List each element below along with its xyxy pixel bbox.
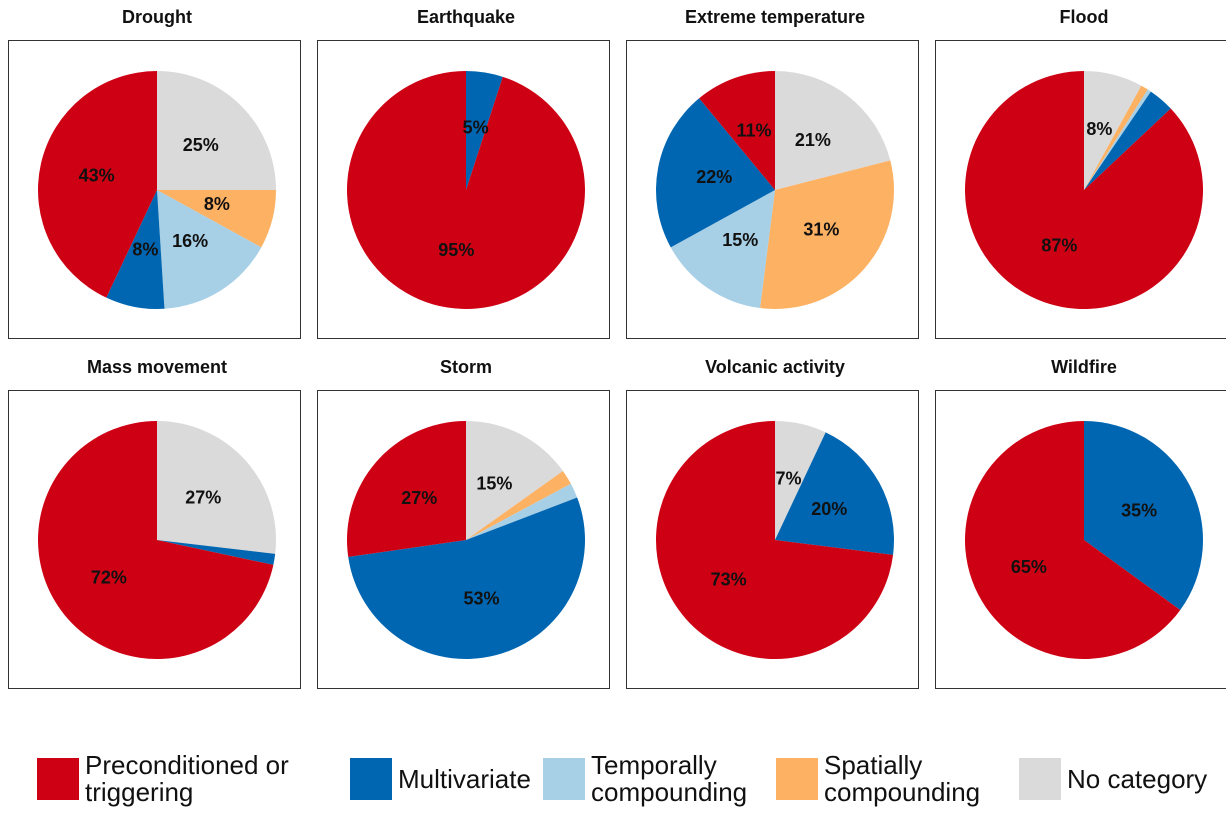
- legend-item: No category: [1019, 748, 1207, 810]
- pie-slice: [1084, 89, 1151, 190]
- legend-label: No category: [1067, 763, 1208, 794]
- data-label: 16%: [172, 231, 208, 251]
- panel-title: Wildfire: [1051, 357, 1117, 377]
- data-label: 5%: [463, 118, 489, 138]
- pie-slice: [760, 160, 895, 309]
- pie-slice: [1084, 91, 1171, 190]
- panel-frame: [935, 40, 1226, 339]
- legend-item: Preconditioned or triggering: [37, 748, 325, 810]
- pie-slice: [466, 421, 563, 540]
- data-label: 11%: [737, 121, 772, 141]
- data-label: 8%: [132, 240, 158, 260]
- legend-label: Temporally compounding: [591, 750, 748, 807]
- panel-title: Earthquake: [417, 7, 515, 27]
- pie-slice: [775, 71, 891, 190]
- pie-slice: [466, 71, 503, 190]
- legend-label: Multivariate: [398, 763, 531, 794]
- legend-label: Preconditioned or triggering: [85, 750, 289, 807]
- data-label: 15%: [476, 474, 512, 494]
- pie-slice: [347, 71, 586, 309]
- panel-frame: [8, 40, 301, 339]
- pie-slice: [656, 98, 775, 248]
- pie-slice: [965, 71, 1203, 309]
- pie-slice: [1084, 71, 1142, 190]
- panel-frame: [8, 390, 301, 689]
- panel-title: Storm: [440, 357, 492, 377]
- pie-slice: [157, 71, 276, 190]
- legend-swatch: [350, 758, 392, 800]
- data-label: 22%: [696, 167, 732, 187]
- pie-slice: [157, 190, 262, 309]
- data-label: 7%: [775, 468, 801, 488]
- data-label: 15%: [722, 230, 758, 250]
- data-label: 43%: [79, 165, 115, 185]
- data-label: 31%: [803, 220, 839, 240]
- panel-title: Drought: [122, 7, 192, 27]
- pie-slice: [656, 421, 894, 660]
- legend-swatch: [543, 758, 585, 800]
- pie-slice: [38, 71, 157, 298]
- panel-title: Flood: [1060, 7, 1109, 27]
- data-label: 53%: [464, 589, 500, 609]
- panel-frame: [626, 390, 919, 689]
- legend-swatch: [1019, 758, 1061, 800]
- legend-item: Temporally compounding: [543, 748, 811, 810]
- panel-title: Mass movement: [87, 357, 227, 377]
- pie-slice: [38, 421, 274, 659]
- data-label: 73%: [711, 570, 747, 590]
- pie-slice: [106, 190, 165, 309]
- pie-slice: [466, 470, 571, 540]
- pie-slice: [775, 421, 826, 540]
- data-label: 35%: [1121, 501, 1157, 521]
- legend-label: Spatially compounding: [824, 750, 981, 807]
- pie-slice: [670, 190, 775, 309]
- legend-swatch: [776, 758, 818, 800]
- data-label: 72%: [91, 568, 127, 588]
- data-label: 95%: [438, 240, 474, 260]
- pie-slice: [1084, 85, 1148, 190]
- legend: Preconditioned or triggering Multivariate…: [0, 748, 1226, 808]
- panel-title: Volcanic activity: [705, 357, 845, 377]
- panel-frame: [935, 390, 1226, 689]
- data-label: 8%: [1086, 119, 1112, 139]
- panel-frame: [317, 40, 610, 339]
- data-label: 27%: [185, 488, 221, 508]
- pie-slice: [775, 432, 894, 555]
- data-label: 65%: [1011, 557, 1047, 577]
- data-label: 27%: [401, 488, 437, 508]
- pie-slice: [466, 483, 578, 540]
- legend-item: Multivariate: [350, 748, 531, 810]
- data-label: 20%: [811, 499, 847, 519]
- data-label: 87%: [1041, 236, 1077, 256]
- data-label: 21%: [795, 130, 831, 150]
- chart-grid: Drought 25% 8% 16% 8% 43% Earthquake 5% 95% Extre…: [8, 7, 1226, 689]
- pie-slice: [348, 497, 585, 659]
- panel-frame: [626, 40, 919, 339]
- pie-slice: [1084, 421, 1204, 610]
- pie-slice: [699, 71, 775, 190]
- data-label: 25%: [183, 135, 219, 155]
- panel-title: Extreme temperature: [685, 7, 865, 27]
- pie-slice: [965, 421, 1181, 659]
- data-label: 8%: [204, 194, 230, 214]
- pie-slice: [157, 540, 276, 565]
- pie-slice: [157, 421, 276, 554]
- panel-frame: [317, 390, 610, 689]
- pie-slice: [157, 190, 276, 248]
- legend-item: Spatially compounding: [776, 748, 1044, 810]
- legend-swatch: [37, 758, 79, 800]
- pie-slice: [347, 421, 466, 557]
